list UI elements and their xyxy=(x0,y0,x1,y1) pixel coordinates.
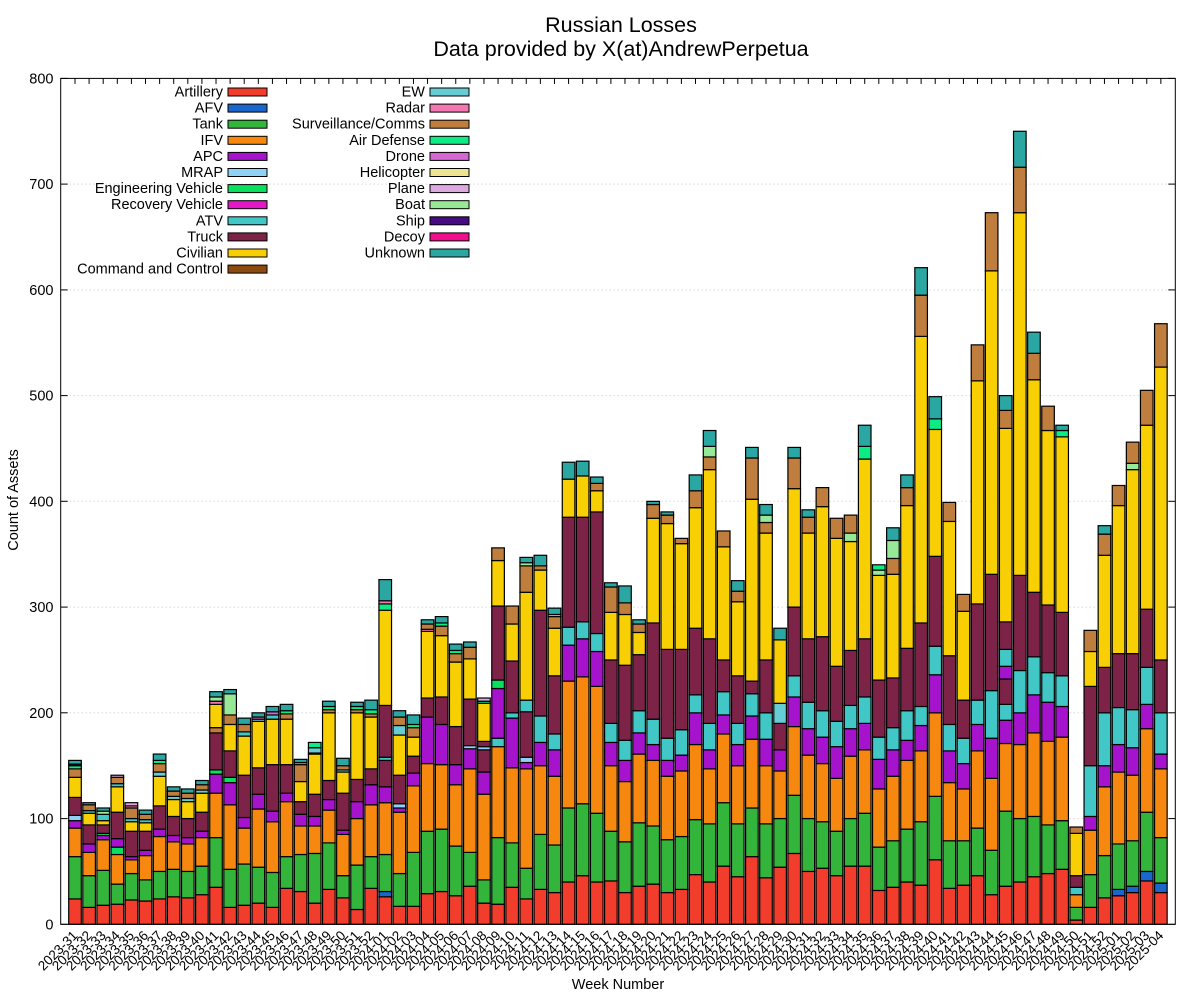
svg-text:Surveillance/Comms: Surveillance/Comms xyxy=(292,117,425,133)
svg-text:Unknown: Unknown xyxy=(365,246,425,262)
svg-text:Air Defense: Air Defense xyxy=(349,133,425,149)
svg-text:200: 200 xyxy=(29,706,53,722)
svg-text:Radar: Radar xyxy=(386,101,426,117)
svg-text:700: 700 xyxy=(29,177,53,193)
svg-text:Ship: Ship xyxy=(396,213,425,229)
svg-text:Data provided by X(at)AndrewPe: Data provided by X(at)AndrewPerpetua xyxy=(433,37,808,61)
svg-text:Truck: Truck xyxy=(187,229,223,245)
svg-text:EW: EW xyxy=(402,85,426,101)
svg-text:Boat: Boat xyxy=(395,197,425,213)
svg-text:MRAP: MRAP xyxy=(181,165,223,181)
svg-text:Artillery: Artillery xyxy=(175,85,224,101)
svg-text:Count of Assets: Count of Assets xyxy=(6,449,22,551)
svg-text:500: 500 xyxy=(29,389,53,405)
svg-text:400: 400 xyxy=(29,494,53,510)
svg-text:0: 0 xyxy=(45,917,53,933)
svg-text:300: 300 xyxy=(29,600,53,616)
svg-text:IFV: IFV xyxy=(200,133,223,149)
svg-text:800: 800 xyxy=(29,71,53,87)
svg-text:AFV: AFV xyxy=(195,101,224,117)
svg-text:600: 600 xyxy=(29,283,53,299)
svg-text:Decoy: Decoy xyxy=(384,229,426,245)
svg-text:Week Number: Week Number xyxy=(572,977,665,993)
svg-text:ATV: ATV xyxy=(196,213,223,229)
svg-text:Tank: Tank xyxy=(192,117,223,133)
svg-text:100: 100 xyxy=(29,812,53,828)
svg-text:Drone: Drone xyxy=(386,149,426,165)
svg-text:APC: APC xyxy=(193,149,223,165)
svg-text:Plane: Plane xyxy=(388,181,425,197)
svg-text:Recovery Vehicle: Recovery Vehicle xyxy=(111,197,223,213)
svg-text:Helicopter: Helicopter xyxy=(360,165,425,181)
svg-text:Civilian: Civilian xyxy=(176,246,223,262)
svg-text:Engineering Vehicle: Engineering Vehicle xyxy=(95,181,223,197)
svg-text:Command and Control: Command and Control xyxy=(77,262,223,278)
svg-text:Russian Losses: Russian Losses xyxy=(545,13,697,37)
